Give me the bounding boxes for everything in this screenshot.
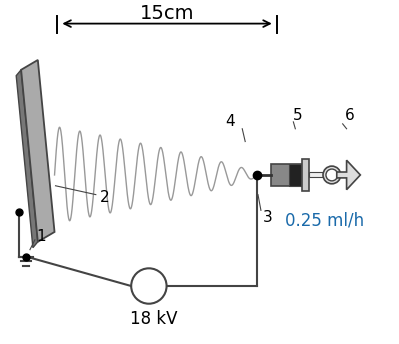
Text: 2: 2 (100, 190, 109, 205)
Text: 1: 1 (36, 229, 45, 244)
Text: V: V (143, 279, 155, 293)
Circle shape (131, 268, 166, 304)
Bar (302, 159, 309, 191)
Text: 18 kV: 18 kV (130, 310, 178, 327)
Text: 15cm: 15cm (140, 4, 194, 23)
Bar (309, 172, 329, 178)
Polygon shape (337, 160, 360, 190)
Text: 3: 3 (263, 210, 273, 225)
Bar (289, 164, 301, 186)
Text: 6: 6 (345, 108, 354, 123)
Circle shape (323, 166, 341, 184)
Bar (271, 164, 302, 186)
Text: 0.25 ml/h: 0.25 ml/h (284, 211, 363, 229)
Text: 5: 5 (292, 108, 302, 123)
Polygon shape (21, 60, 55, 242)
Polygon shape (16, 70, 38, 248)
Text: 4: 4 (225, 115, 235, 129)
Circle shape (326, 169, 338, 181)
